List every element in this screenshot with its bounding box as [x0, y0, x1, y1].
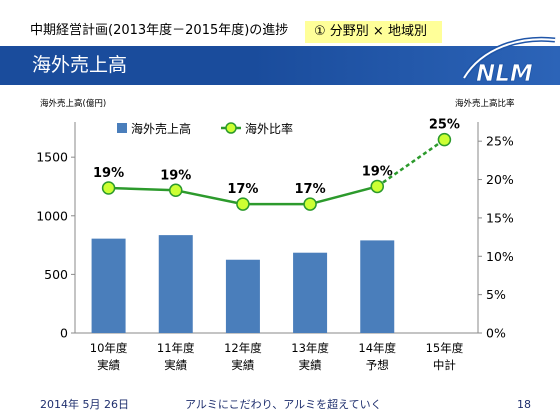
ratio-line-segment	[309, 185, 378, 206]
ratio-marker	[370, 179, 384, 194]
footer-date: 2014年 5月 26日	[40, 398, 129, 411]
overseas-sales-chart: 海外売上高(億円) 海外売上高比率 海外売上高 海外比率 0 500 1000 150…	[36, 98, 515, 372]
x-tick-label-line: 実績	[97, 358, 120, 372]
overseas-sales-bar	[293, 252, 328, 333]
title-banner: 海外売上高	[0, 46, 560, 85]
x-tick-label-line: 14年度	[358, 341, 396, 355]
line-series: 19% 19% 17% 17% 19% 25%	[93, 118, 460, 211]
chart-axes: 0500100015000%5%10%15%20%25%10年度実績11年度実績…	[36, 122, 514, 372]
x-tick-label-line: 11年度	[157, 341, 195, 355]
x-tick-label-line: 実績	[164, 358, 187, 372]
x-tick-label-line: 実績	[299, 358, 322, 372]
x-tick-label: 14年度予想	[358, 341, 396, 372]
overseas-sales-bar	[360, 240, 395, 333]
legend-label-line: 海外比率	[245, 121, 293, 136]
section-tag: ① 分野別 × 地域別	[305, 21, 442, 43]
y-tick-label-left: 500	[44, 267, 68, 282]
x-tick-label-line: 中計	[433, 358, 456, 372]
x-tick-label-line: 10年度	[90, 341, 128, 355]
x-tick-label: 10年度実績	[90, 341, 128, 372]
y-tick-label-right: 10%	[486, 249, 514, 264]
y-tick-label-right: 5%	[486, 287, 506, 302]
y-tick-label-left: 1000	[36, 208, 68, 223]
y-tick-label-left: 1500	[36, 150, 68, 165]
ratio-line-segment	[175, 189, 244, 206]
ratio-data-label: 25%	[429, 118, 460, 133]
y-tick-label-right: 0%	[486, 326, 506, 341]
x-tick-label-line: 15年度	[426, 341, 464, 355]
x-tick-label-line: 12年度	[224, 341, 262, 355]
ratio-marker	[437, 132, 452, 147]
x-tick-label: 12年度実績	[224, 341, 262, 372]
x-tick-label: 15年度中計	[426, 341, 464, 372]
slide-title: 海外売上高	[32, 54, 128, 76]
logo-wordmark: NLM	[476, 61, 533, 87]
legend-swatch-bar	[117, 123, 127, 133]
x-tick-label: 13年度実績	[291, 341, 329, 372]
footer-slogan: アルミにこだわり、アルミを超えていく	[185, 398, 382, 411]
x-tick-label: 11年度実績	[157, 341, 195, 372]
y-tick-label-right: 25%	[486, 134, 514, 149]
y-tick-label-left: 0	[60, 326, 68, 341]
ratio-marker	[303, 197, 317, 211]
ratio-data-label: 19%	[362, 164, 393, 179]
overseas-sales-bar	[158, 235, 193, 333]
y-axis-right-title: 海外売上高比率	[455, 98, 515, 109]
legend-swatch-marker	[225, 122, 237, 134]
bar-series	[91, 235, 395, 333]
x-tick-label-line: 13年度	[291, 341, 329, 355]
y-tick-label-right: 15%	[486, 210, 514, 225]
overseas-sales-bar	[225, 259, 260, 333]
chart-legend: 海外売上高 海外比率	[117, 121, 293, 136]
page-title: 中期経営計画(2013年度－2015年度)の進捗	[30, 23, 289, 38]
ratio-data-label: 17%	[295, 182, 326, 197]
company-logo: NLM	[461, 36, 556, 87]
x-tick-label-line: 予想	[366, 358, 389, 372]
ratio-line-segment	[108, 186, 176, 192]
y-axis-left-title: 海外売上高(億円)	[40, 98, 106, 109]
y-tick-label-right: 20%	[486, 172, 514, 187]
legend-label-bar: 海外売上高	[131, 121, 191, 136]
page-number: 18	[517, 398, 531, 411]
ratio-marker	[101, 181, 116, 195]
ratio-data-label: 19%	[93, 166, 124, 181]
logo-swoosh	[463, 38, 556, 79]
ratio-data-label: 17%	[227, 182, 258, 197]
ratio-marker	[236, 197, 250, 211]
ratio-data-label: 19%	[160, 168, 191, 183]
x-tick-label-line: 実績	[231, 358, 254, 372]
ratio-marker	[169, 183, 183, 198]
overseas-sales-bar	[91, 238, 126, 333]
